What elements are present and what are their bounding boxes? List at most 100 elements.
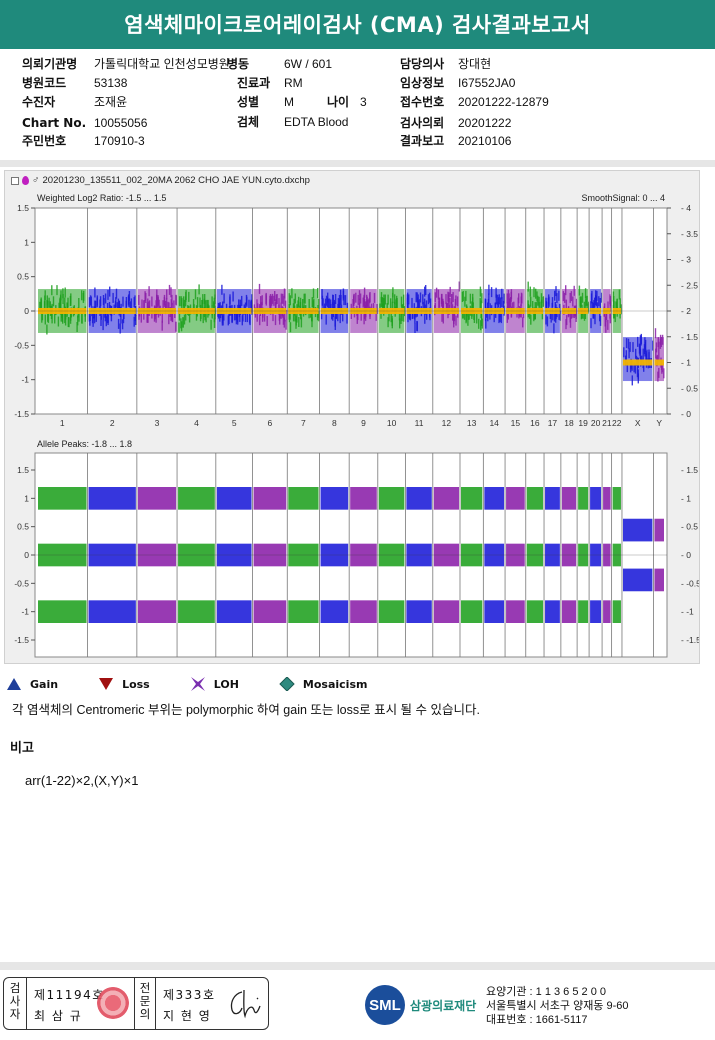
report-title: 염색체마이크로어레이검사 (CMA) 검사결과보고서 bbox=[0, 0, 715, 48]
allele-peak-13 bbox=[460, 600, 483, 623]
y-right-tick-label: - -1.5 bbox=[681, 635, 699, 645]
info-row-hospital-code: 병원코드 53138 bbox=[22, 74, 262, 92]
specialist-id: 제333호 bbox=[163, 988, 216, 1002]
chrom-label-4: 4 bbox=[194, 418, 199, 428]
log2-point bbox=[542, 296, 544, 307]
legend-item-loh: LOH bbox=[190, 677, 239, 691]
info-row-clinical-info: 임상정보 I67552JA0 bbox=[400, 74, 700, 92]
info-label: 주민번호 bbox=[22, 134, 67, 148]
allele-peak-10 bbox=[378, 600, 405, 623]
info-label: 검사의뢰 bbox=[400, 116, 445, 130]
allele-peak-2 bbox=[88, 600, 136, 623]
chrom-label-6: 6 bbox=[268, 418, 273, 428]
chrom-label-19: 19 bbox=[578, 418, 588, 428]
allele-peak-17 bbox=[545, 600, 560, 623]
chrom-label-X: X bbox=[635, 418, 641, 428]
divider bbox=[155, 978, 156, 1029]
footer-divider bbox=[0, 962, 715, 970]
log2-point bbox=[652, 340, 654, 351]
y-tick-label: -0.5 bbox=[14, 340, 29, 350]
chrom-label-8: 8 bbox=[332, 418, 337, 428]
contact-info: 요양기관 : 1 1 3 6 5 2 0 0 서울특별시 서초구 양재동 9-6… bbox=[486, 985, 629, 1027]
tester-name: 최 삼 규 bbox=[34, 1009, 83, 1023]
sml-logo: SML 삼광의료재단 bbox=[365, 985, 476, 1025]
specialist-name: 지 현 영 bbox=[163, 1009, 212, 1023]
allele-peak-21 bbox=[603, 600, 611, 623]
chrom-label-3: 3 bbox=[155, 418, 160, 428]
info-value: 6W / 601 bbox=[284, 57, 333, 71]
allele-peak-22 bbox=[612, 600, 621, 623]
allele-peak-22 bbox=[612, 487, 621, 510]
log2-point bbox=[600, 292, 603, 303]
allele-peak-4 bbox=[178, 600, 215, 623]
log2-point bbox=[214, 289, 216, 299]
log2-point bbox=[559, 310, 562, 321]
info-row-chart-no: Chart No. 10055056 bbox=[22, 114, 262, 132]
allele-peak-12 bbox=[433, 600, 459, 623]
log2-point bbox=[654, 328, 657, 339]
allele-peak-18 bbox=[561, 600, 577, 623]
info-value: 10055056 bbox=[94, 116, 148, 130]
info-value: 20210106 bbox=[458, 134, 512, 148]
y-tick-label: 0.5 bbox=[17, 272, 29, 282]
sml-logo-icon: SML bbox=[365, 985, 405, 1025]
info-label: 병동 bbox=[227, 57, 250, 71]
y-tick-label: 0 bbox=[24, 306, 29, 316]
tester-label: 검사자 bbox=[9, 981, 21, 1021]
info-label: 의뢰기관명 bbox=[22, 57, 78, 71]
allele-peak-1 bbox=[38, 487, 87, 510]
chrom-label-18: 18 bbox=[564, 418, 574, 428]
info-value: M bbox=[284, 95, 294, 109]
y2-tick-label: - 1 bbox=[681, 358, 691, 368]
allele-peak-18 bbox=[561, 487, 577, 510]
y-right-tick-label: - 0.5 bbox=[681, 522, 698, 532]
chrom-label-7: 7 bbox=[301, 418, 306, 428]
log2-point bbox=[503, 293, 505, 304]
y2-tick-label: - 0 bbox=[681, 409, 691, 419]
allele-peak-17 bbox=[545, 487, 560, 510]
y-tick-label: 1.5 bbox=[17, 203, 29, 213]
specialist-label: 전문의 bbox=[139, 981, 151, 1021]
log2-point bbox=[214, 294, 216, 305]
info-value-age: 3 bbox=[360, 95, 367, 109]
y-tick-label: -1 bbox=[21, 375, 29, 385]
log2-point bbox=[458, 281, 460, 292]
allele-peak-16 bbox=[526, 600, 544, 623]
y-right-tick-label: - 0 bbox=[681, 550, 691, 560]
smooth-signal-label: SmoothSignal: 0 ... 4 bbox=[581, 193, 665, 203]
info-value: 20201222-12879 bbox=[458, 95, 549, 109]
chrom-label-21: 21 bbox=[602, 418, 612, 428]
info-row-specimen: 검체 EDTA Blood bbox=[227, 113, 397, 131]
info-row-ward: 병동 6W / 601 bbox=[227, 55, 397, 73]
allele-peak-8 bbox=[320, 600, 349, 623]
log2-point bbox=[527, 281, 529, 292]
y-tick-label: -0.5 bbox=[14, 578, 29, 588]
chrom-label-2: 2 bbox=[110, 418, 115, 428]
allele-peak-Y bbox=[654, 568, 664, 592]
info-row-department: 진료과 RM bbox=[227, 74, 397, 92]
gain-triangle-icon bbox=[7, 678, 21, 690]
log2-point bbox=[175, 295, 178, 306]
allele-peak-10 bbox=[378, 487, 405, 510]
file-name: 20201230_135511_002_20MA 2062 CHO JAE YU… bbox=[42, 175, 310, 186]
info-label-age: 나이 bbox=[327, 95, 350, 109]
y-tick-label: 1.5 bbox=[17, 465, 29, 475]
y-tick-label: -1.5 bbox=[14, 635, 29, 645]
allele-peak-3 bbox=[137, 600, 177, 623]
loh-star-icon bbox=[190, 677, 205, 691]
handwritten-signature-icon bbox=[230, 989, 261, 1019]
log2-point bbox=[251, 294, 253, 305]
allele-peak-1 bbox=[38, 600, 87, 623]
chrom-label-11: 11 bbox=[415, 418, 424, 428]
allele-peak-11 bbox=[406, 487, 432, 510]
chrom-label-Y: Y bbox=[656, 418, 662, 428]
chrom-label-17: 17 bbox=[548, 418, 558, 428]
legend: Gain Loss LOH Mosaicism bbox=[6, 674, 407, 694]
y2-tick-label: - 2.5 bbox=[681, 280, 698, 290]
info-label: 성별 bbox=[237, 95, 260, 109]
contact-line: 대표번호 : 1661-5117 bbox=[486, 1014, 588, 1026]
info-row-sex: 성별 M 나이 3 bbox=[227, 93, 397, 111]
log2-point bbox=[318, 298, 320, 309]
chrom-label-14: 14 bbox=[489, 418, 499, 428]
y2-tick-label: - 2 bbox=[681, 306, 691, 316]
